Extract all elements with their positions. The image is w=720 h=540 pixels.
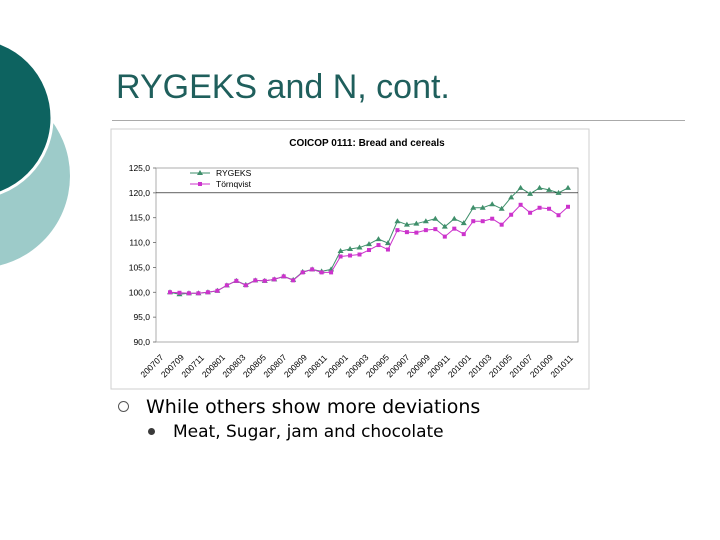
line-chart: COICOP 0111: Bread and cereals 90,0 95,0 10… [110,128,590,390]
data-point-tornqvist [168,290,172,295]
data-point-rygeks [375,236,382,242]
data-point-rygeks [565,184,571,190]
title-divider [112,120,685,121]
data-point-tornqvist [471,219,476,224]
data-point-rygeks [413,220,420,226]
data-point-rygeks [536,184,543,190]
data-point-rygeks [394,218,401,224]
data-point-tornqvist [537,205,542,210]
y-tick-label: 110,0 [129,238,150,248]
data-point-rygeks [366,241,372,247]
data-point-tornqvist [376,243,381,248]
plot-area [155,167,579,343]
data-point-tornqvist [300,270,305,275]
data-point-tornqvist [499,222,504,227]
y-tick-label: 125,0 [129,163,151,173]
data-point-tornqvist [253,278,258,283]
data-point-tornqvist [528,210,533,215]
data-point-tornqvist [291,278,296,283]
filled-circle-bullet-icon [148,428,155,435]
data-point-tornqvist [281,274,286,279]
legend-label: RYGEKS [216,168,252,178]
data-point-tornqvist [566,204,570,209]
data-point-tornqvist [490,216,495,221]
data-point-tornqvist [205,290,210,295]
data-point-rygeks [489,201,496,207]
data-point-rygeks [347,246,354,252]
data-point-tornqvist [310,267,315,272]
data-point-tornqvist [338,254,343,259]
data-point-tornqvist [186,291,191,296]
data-point-rygeks [441,223,448,229]
data-point-rygeks [403,221,410,227]
bullet-text-2: Meat, Sugar, jam and chocolate [173,422,444,442]
data-point-tornqvist [509,212,514,217]
data-point-rygeks [356,244,363,250]
data-point-tornqvist [452,226,457,231]
data-point-rygeks [470,204,477,210]
data-point-tornqvist [234,278,239,283]
decorative-circles [0,41,70,266]
data-point-tornqvist [556,213,561,218]
data-point-rygeks [460,220,467,226]
data-point-tornqvist [547,206,552,211]
data-point-rygeks [498,205,505,211]
data-point-rygeks [384,240,391,246]
legend-marker-rygeks [197,170,203,175]
y-tick-label: 95,0 [133,312,150,322]
data-point-rygeks [517,184,524,190]
data-point-tornqvist [224,283,229,288]
data-point-tornqvist [480,219,485,224]
data-point-tornqvist [215,288,220,293]
legend-marker-tornqvist [198,182,202,186]
data-point-tornqvist [329,270,334,275]
y-tick-label: 120,0 [129,188,151,198]
data-point-tornqvist [442,234,447,239]
data-point-tornqvist [367,248,371,253]
data-point-tornqvist [319,270,324,275]
data-point-tornqvist [414,230,419,235]
chart-title: COICOP 0111: Bread and cereals [289,138,445,149]
data-point-tornqvist [348,253,353,258]
data-point-tornqvist [262,278,267,283]
data-point-tornqvist [404,230,409,235]
bullet-item-2: Meat, Sugar, jam and chocolate [148,422,444,442]
data-point-tornqvist [423,228,428,233]
data-point-rygeks [422,218,429,224]
bullet-text-1: While others show more deviations [146,396,481,418]
data-point-tornqvist [461,232,466,237]
dark-teal-circle [0,43,52,193]
chart-frame [110,128,590,390]
data-point-tornqvist [177,290,182,295]
data-point-rygeks [555,189,562,195]
slide-title: RYGEKS and N, cont. [116,68,450,106]
data-point-rygeks [479,204,486,210]
data-point-tornqvist [433,227,438,232]
y-tick-label: 115,0 [129,213,150,223]
data-point-tornqvist [385,247,390,252]
data-point-rygeks [451,215,458,221]
data-point-tornqvist [272,277,277,282]
data-point-rygeks [337,248,344,254]
bullet-item-1: While others show more deviations [118,396,480,418]
hollow-circle-bullet-icon [118,401,129,412]
data-point-rygeks [527,190,534,196]
chart-container: COICOP 0111: Bread and cereals 90,0 95,0 10… [110,128,590,390]
y-tick-label: 90,0 [133,337,150,347]
data-point-tornqvist [357,252,362,257]
data-point-tornqvist [196,291,201,296]
y-tick-label: 100,0 [129,287,151,297]
circle-inner-ring [0,41,54,195]
data-point-rygeks [508,194,515,200]
data-point-tornqvist [243,283,248,288]
legend-label: Törnqvist [216,179,252,189]
data-point-tornqvist [395,228,400,233]
data-point-tornqvist [518,202,523,207]
data-point-rygeks [432,215,439,221]
y-tick-label: 105,0 [129,262,151,272]
data-point-rygeks [546,186,553,192]
